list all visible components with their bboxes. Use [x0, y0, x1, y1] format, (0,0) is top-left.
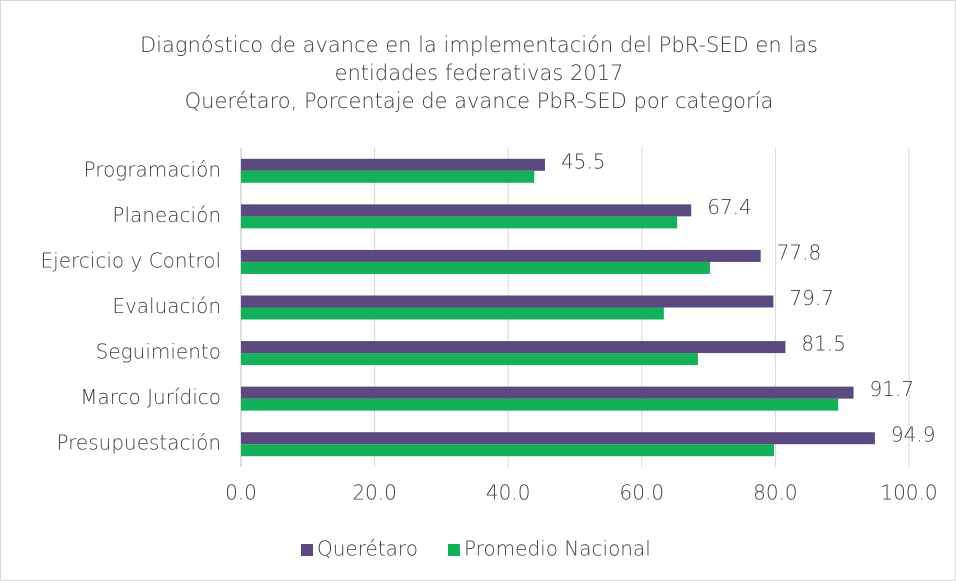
- bar: [241, 341, 786, 354]
- data-label: 79.7: [789, 286, 834, 310]
- title-block: Diagnóstico de avance en la implementaci…: [129, 31, 829, 115]
- bar: [241, 158, 545, 171]
- bar: [241, 295, 774, 308]
- y-tick-label: Seguimiento: [96, 340, 221, 364]
- bar: [241, 307, 664, 320]
- y-tick-label: Presupuestación: [56, 431, 221, 455]
- bar: [241, 170, 535, 183]
- legend-swatch: [301, 544, 313, 556]
- x-tick-label: 20.0: [352, 481, 397, 505]
- x-tick-label: 40.0: [486, 481, 531, 505]
- bar: [241, 216, 678, 229]
- y-tick-label: Planeación: [112, 203, 221, 227]
- y-tick-label: Evaluación: [112, 294, 221, 318]
- data-label: 67.4: [707, 195, 752, 219]
- bar: [241, 353, 698, 366]
- chart-title: Diagnóstico de avance en la implementaci…: [140, 33, 818, 85]
- legend-label: Querétaro: [317, 537, 418, 561]
- bar: [241, 249, 761, 262]
- bar: [241, 386, 854, 399]
- x-tick-label: 100.0: [880, 481, 937, 505]
- data-label: 94.9: [891, 423, 936, 447]
- legend-swatch: [447, 544, 460, 556]
- bar: [241, 204, 692, 217]
- bar: [241, 432, 875, 445]
- bar: [241, 261, 710, 274]
- data-label: 45.5: [561, 149, 606, 173]
- y-tick-label: Marco Jurídico: [80, 385, 221, 409]
- x-tick-label: 60.0: [620, 481, 665, 505]
- legend-label: Promedio Nacional: [464, 537, 651, 561]
- bar: [241, 398, 839, 411]
- chart-subtitle: Querétaro, Porcentaje de avance PbR-SED …: [184, 89, 774, 113]
- y-tick-label: Ejercicio y Control: [41, 248, 221, 272]
- x-tick-label: 0.0: [225, 481, 257, 505]
- y-tick-label: Programación: [84, 157, 221, 181]
- bar: [241, 444, 775, 457]
- x-tick-label: 80.0: [753, 481, 798, 505]
- data-label: 81.5: [801, 332, 846, 356]
- data-label: 91.7: [870, 377, 915, 401]
- data-label: 77.8: [777, 240, 822, 264]
